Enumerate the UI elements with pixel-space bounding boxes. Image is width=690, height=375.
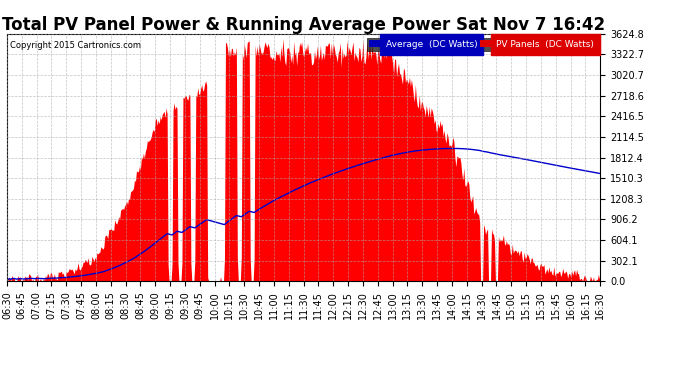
Text: Copyright 2015 Cartronics.com: Copyright 2015 Cartronics.com: [10, 41, 141, 50]
Title: Total PV Panel Power & Running Average Power Sat Nov 7 16:42: Total PV Panel Power & Running Average P…: [2, 16, 605, 34]
Legend: Average  (DC Watts), PV Panels  (DC Watts): Average (DC Watts), PV Panels (DC Watts): [368, 38, 595, 51]
